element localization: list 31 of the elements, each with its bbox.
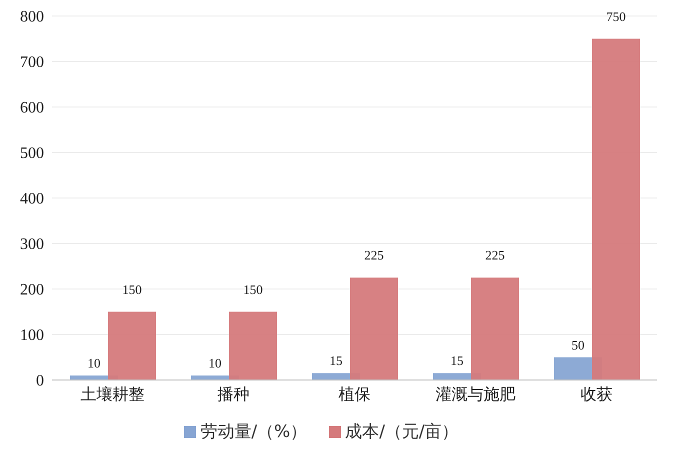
y-tick-label: 400	[20, 190, 44, 208]
y-tick-label: 800	[20, 8, 44, 26]
x-tick-label: 土壤耕整	[80, 385, 144, 404]
bar	[471, 278, 519, 380]
x-tick-label: 灌溉与施肥	[436, 385, 516, 404]
data-label: 50	[572, 337, 584, 352]
x-tick-label: 收获	[580, 385, 612, 404]
y-tick-label: 0	[36, 372, 44, 390]
data-label: 150	[122, 282, 142, 297]
data-label: 750	[606, 8, 626, 24]
data-label: 10	[208, 355, 222, 370]
y-tick-label: 600	[20, 100, 44, 117]
data-label: 15	[330, 353, 342, 368]
bar	[350, 278, 398, 380]
y-tick-label: 200	[20, 282, 44, 299]
legend-label: 成本/（元/亩）	[345, 422, 459, 442]
legend-label: 劳动量/（%）	[200, 422, 308, 442]
bar	[592, 38, 640, 380]
bar	[108, 312, 156, 380]
data-label: 225	[485, 248, 505, 263]
y-tick-label: 500	[20, 145, 44, 162]
y-tick-label: 700	[20, 54, 44, 72]
y-tick-label: 100	[20, 327, 44, 344]
x-tick-label: 播种	[218, 385, 250, 404]
x-tick-label: 植保	[338, 385, 370, 404]
data-label: 150	[243, 282, 263, 297]
y-tick-label: 300	[20, 236, 44, 254]
data-label: 225	[364, 248, 384, 263]
data-label: 10	[88, 355, 100, 370]
bar	[229, 312, 277, 380]
data-label: 15	[450, 353, 464, 368]
